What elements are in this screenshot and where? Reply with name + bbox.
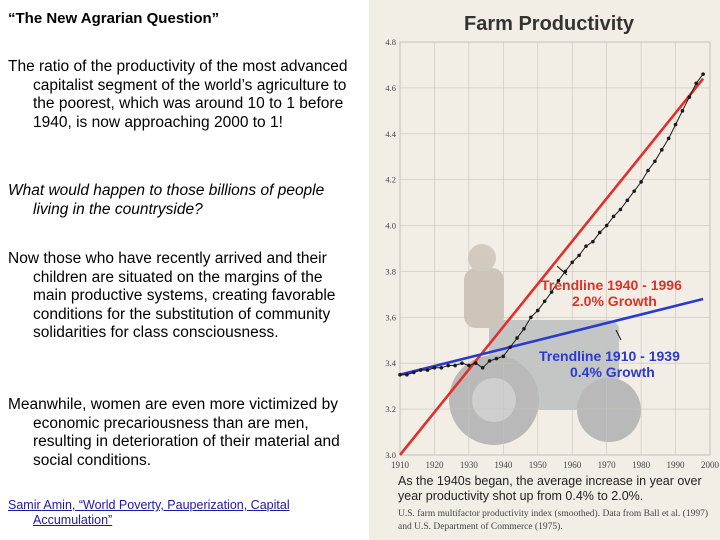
productivity-data-point xyxy=(584,244,588,249)
productivity-data-point xyxy=(487,359,492,363)
text-panel: “The New Agrarian Question” The ratio of… xyxy=(8,10,348,527)
productivity-data-point xyxy=(577,253,581,258)
x-tick-label: 1910 xyxy=(391,460,410,470)
productivity-data-point xyxy=(673,122,678,127)
x-tick-label: 2000 xyxy=(701,460,720,470)
productivity-data-point xyxy=(467,363,471,368)
chart-title: Farm Productivity xyxy=(464,13,635,35)
y-tick-label: 3.2 xyxy=(385,404,396,414)
y-tick-label: 4.4 xyxy=(385,129,396,139)
productivity-data-point xyxy=(653,159,657,164)
x-tick-label: 1920 xyxy=(425,460,444,470)
farm-productivity-chart: 1910 1920 1930 1940 1950 1960 1970 1980 1990 2000… xyxy=(385,13,720,470)
x-tick-label: 1950 xyxy=(529,460,548,470)
productivity-data-point xyxy=(418,368,423,372)
annotation-blue-line1: Trendline 1910 - 1939 xyxy=(539,348,680,364)
chart-caption: As the 1940s began, the average increase… xyxy=(398,474,702,503)
productivity-data-point xyxy=(549,290,554,294)
annotation-blue-line2: 0.4% Growth xyxy=(570,364,655,380)
annotation-red-line2: 2.0% Growth xyxy=(572,293,657,309)
x-tick-label: 1960 xyxy=(563,460,582,470)
productivity-data-point xyxy=(646,168,650,173)
y-tick-label: 3.4 xyxy=(385,358,396,368)
y-tick-label: 3.6 xyxy=(385,312,396,322)
paragraph-question: What would happen to those billions of p… xyxy=(8,182,325,218)
productivity-data-point xyxy=(425,368,430,372)
productivity-data-point xyxy=(680,109,685,113)
productivity-data-point xyxy=(446,363,451,368)
y-tick-label: 3.0 xyxy=(385,450,396,460)
citation-link[interactable]: Samir Amin, “World Poverty, Pauperizatio… xyxy=(8,498,290,527)
trendline-1910-1939 xyxy=(399,297,704,376)
productivity-data-point xyxy=(597,230,602,235)
productivity-data-point xyxy=(666,136,671,141)
productivity-data-point xyxy=(405,372,409,377)
chart-panel: 1910 1920 1930 1940 1950 1960 1970 1980 1990 2000… xyxy=(369,0,720,540)
productivity-data-point xyxy=(639,180,643,184)
paragraph-margins: Now those who have recently arrived and … xyxy=(8,250,336,341)
productivity-data-point xyxy=(460,361,464,366)
paragraph-women: Meanwhile, women are even more victimize… xyxy=(8,396,340,469)
productivity-data-point xyxy=(570,260,575,265)
productivity-data-point xyxy=(625,198,630,203)
x-tick-label: 1940 xyxy=(494,460,513,470)
productivity-data-point xyxy=(591,239,595,244)
productivity-data-point xyxy=(694,81,699,86)
x-tick-label: 1970 xyxy=(598,460,617,470)
productivity-data-point xyxy=(632,189,637,193)
productivity-data-point xyxy=(618,207,623,212)
productivity-data-point xyxy=(701,72,705,76)
x-tick-label: 1930 xyxy=(460,460,479,470)
annotation-red: Trendline 1940 - 1996 2.0% Growth xyxy=(541,265,682,309)
productivity-data-point xyxy=(515,336,519,340)
x-tick-label: 1980 xyxy=(632,460,651,470)
productivity-data-point xyxy=(432,366,437,370)
productivity-data-point xyxy=(411,370,416,375)
productivity-data-point xyxy=(480,366,485,370)
productivity-data-point xyxy=(398,372,402,377)
productivity-data-point xyxy=(659,148,664,152)
slide-title: “The New Agrarian Question” xyxy=(8,10,220,27)
productivity-data-point xyxy=(687,95,692,99)
productivity-data-point xyxy=(494,356,499,361)
tractor-photo-background xyxy=(449,244,641,445)
paragraph-productivity-ratio: The ratio of the productivity of the mos… xyxy=(8,58,348,131)
y-tick-label: 4.2 xyxy=(385,175,396,185)
productivity-data-point xyxy=(522,327,526,331)
productivity-data-point xyxy=(529,315,533,320)
y-tick-label: 4.6 xyxy=(385,83,396,93)
chart-source: U.S. farm multifactor productivity index… xyxy=(398,509,708,532)
productivity-data-point xyxy=(604,223,609,228)
y-tick-label: 4.0 xyxy=(385,221,396,231)
productivity-data-point xyxy=(542,299,547,304)
x-tick-label: 1990 xyxy=(667,460,686,470)
annotation-red-line1: Trendline 1940 - 1996 xyxy=(541,277,682,293)
y-tick-label: 3.8 xyxy=(385,266,396,276)
productivity-data-point xyxy=(453,363,457,368)
productivity-data-point xyxy=(508,345,513,349)
productivity-data-point xyxy=(611,214,616,219)
productivity-data-point xyxy=(473,361,478,366)
productivity-data-point xyxy=(556,278,561,283)
annotation-blue: Trendline 1910 - 1939 0.4% Growth xyxy=(539,329,680,380)
productivity-data-point xyxy=(439,366,444,370)
productivity-data-point xyxy=(535,308,540,313)
y-tick-label: 4.8 xyxy=(385,37,396,47)
productivity-data-point xyxy=(501,354,506,359)
trendline-1940-1996 xyxy=(398,77,705,456)
